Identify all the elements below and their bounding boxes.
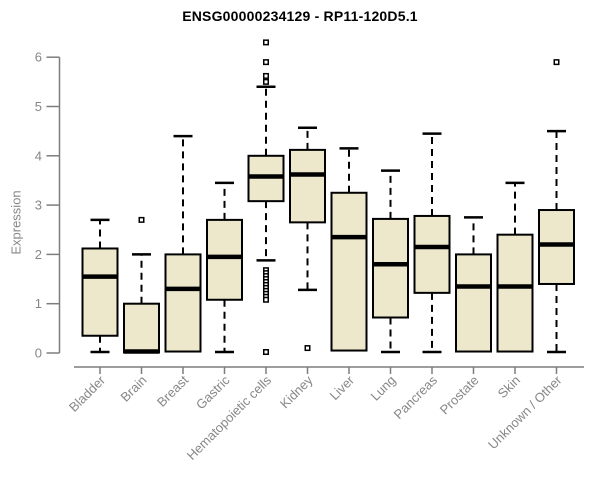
boxplot-breast	[164, 134, 202, 353]
boxplot-unknown-other	[538, 59, 575, 354]
outlier-point	[263, 72, 269, 79]
boxplot-lung	[372, 169, 409, 354]
box-iqr	[81, 247, 119, 337]
box-iqr	[164, 253, 202, 353]
box-iqr	[123, 302, 160, 354]
box-iqr	[538, 209, 575, 285]
x-tick-label: Unknown / Other	[485, 372, 565, 452]
outlier-point	[263, 39, 269, 46]
boxplot-skin	[496, 181, 534, 353]
boxplot-brain	[123, 216, 160, 354]
x-tick-label: Pancreas	[391, 372, 441, 422]
outlier-point	[263, 349, 269, 356]
x-tick-label: Bladder	[66, 372, 109, 415]
y-tick-label: 0	[35, 346, 42, 361]
outlier-point	[553, 59, 560, 66]
y-axis: 0 1 2 3 4 5 6	[35, 50, 61, 361]
boxplot-pancreas	[413, 132, 451, 354]
y-tick-label: 4	[35, 148, 42, 163]
box-iqr	[206, 218, 243, 301]
box-iqr	[496, 233, 534, 353]
x-tick-label: Brain	[118, 373, 150, 405]
boxplot-prostate	[455, 216, 492, 353]
y-tick-label: 3	[35, 198, 42, 213]
boxplot-hematopoietic-cells	[247, 39, 285, 356]
y-tick-label: 5	[35, 99, 42, 114]
outlier-point	[138, 216, 145, 223]
chart-title: ENSG00000234129 - RP11-120D5.1	[182, 8, 418, 24]
outlier-point	[263, 78, 269, 85]
outlier-point	[304, 345, 311, 352]
y-tick-label: 1	[35, 296, 42, 311]
box-iqr	[413, 214, 451, 294]
box-iqr	[289, 148, 326, 224]
boxplot-kidney	[289, 126, 326, 352]
y-tick-label: 6	[35, 50, 42, 65]
boxplot-liver	[330, 147, 368, 352]
x-tick-label: Skin	[495, 373, 523, 401]
outlier-point	[263, 296, 269, 303]
box-iqr	[372, 217, 409, 319]
x-tick-label: Kidney	[277, 372, 316, 411]
boxplot-bladder	[81, 218, 119, 354]
outlier-point	[263, 59, 269, 66]
x-tick-label: Gastric	[193, 372, 233, 412]
x-tick-label: Liver	[327, 372, 358, 403]
box-iqr	[455, 253, 492, 353]
box-iqr	[330, 191, 368, 352]
y-tick-label: 2	[35, 247, 42, 262]
x-tick-label: Lung	[368, 373, 399, 404]
x-tick-label: Prostate	[437, 373, 482, 418]
boxplot-gastric	[206, 181, 243, 354]
y-axis-label: Expression	[8, 190, 24, 255]
x-tick-label: Breast	[154, 372, 191, 409]
